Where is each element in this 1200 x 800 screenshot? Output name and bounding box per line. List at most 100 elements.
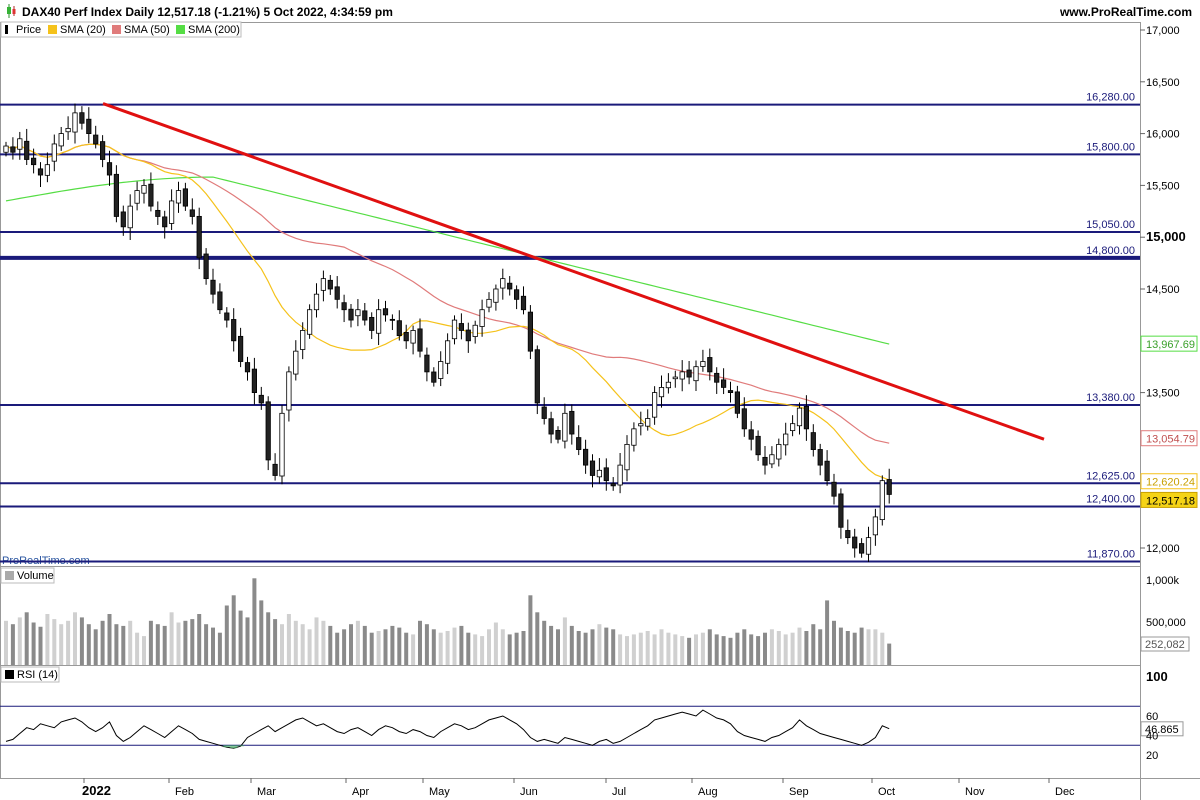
legend-sma20: SMA (20) xyxy=(60,24,106,36)
volume-bar xyxy=(355,620,360,665)
volume-bar xyxy=(749,634,754,665)
candle-body xyxy=(727,390,734,394)
brand-link[interactable]: www.ProRealTime.com xyxy=(1059,5,1192,19)
volume-bar xyxy=(397,627,402,665)
candle-body xyxy=(65,128,71,133)
candle-body xyxy=(155,209,161,217)
candle-body xyxy=(872,516,879,536)
candle-body xyxy=(210,279,216,295)
sma50-value: 13,054.79 xyxy=(1146,434,1195,446)
volume-bar xyxy=(238,610,243,665)
x-tick-label: Dec xyxy=(1055,786,1075,798)
volume-bar xyxy=(190,619,195,665)
candle-body xyxy=(113,173,119,217)
volume-bar xyxy=(866,629,871,665)
candle-body xyxy=(479,309,485,327)
candle-body xyxy=(355,309,361,317)
volume-bar xyxy=(769,629,774,665)
volume-bar xyxy=(797,627,802,665)
volume-bar xyxy=(259,600,264,665)
volume-bar xyxy=(556,629,560,665)
volume-bar xyxy=(507,634,512,665)
volume-bar xyxy=(631,634,636,665)
candle-body xyxy=(265,401,271,461)
candle-body xyxy=(686,369,692,378)
candle-body xyxy=(693,366,699,382)
volume-bar xyxy=(24,612,29,665)
volume-bar xyxy=(873,629,878,665)
candle-body xyxy=(541,406,547,419)
rsi-oversold-fill xyxy=(230,745,238,749)
candles xyxy=(3,103,892,562)
candle-body xyxy=(589,460,596,476)
candle-body xyxy=(879,480,885,521)
volume-bar xyxy=(176,622,181,665)
volume-bar xyxy=(79,617,84,665)
volume-bar xyxy=(700,632,705,665)
candle-body xyxy=(417,328,423,352)
candle-body xyxy=(17,138,23,150)
candle-body xyxy=(465,329,471,342)
volume-bar xyxy=(466,632,471,665)
volume-bar xyxy=(321,620,326,665)
candle-body xyxy=(451,319,458,340)
volume-bar xyxy=(707,629,712,665)
candle-body xyxy=(665,381,672,389)
volume-bar xyxy=(694,634,698,665)
sma20-line xyxy=(5,143,890,481)
volume-bar xyxy=(162,625,167,665)
volume-bar xyxy=(155,624,160,665)
candle-body xyxy=(438,361,444,379)
volume-bar xyxy=(431,629,436,665)
candle-body xyxy=(24,140,30,160)
rsi-last-value: 46.865 xyxy=(1145,724,1179,736)
candle-body xyxy=(562,412,568,442)
downtrend-line xyxy=(102,102,1045,441)
volume-bar xyxy=(549,625,554,665)
volume-bar xyxy=(335,632,340,665)
volume-bar xyxy=(735,632,740,665)
volume-bar xyxy=(673,634,678,665)
rsi-oversold-fill xyxy=(237,745,245,747)
level-label: 15,800.00 xyxy=(1086,141,1135,153)
price-tick-label: 14,500 xyxy=(1146,284,1180,296)
price-tick-label: 15,500 xyxy=(1146,180,1180,192)
volume-tick-label: 500,000 xyxy=(1146,617,1186,629)
candle-body xyxy=(341,302,347,311)
x-tick-label: Oct xyxy=(878,786,895,798)
volume-bar xyxy=(445,631,450,665)
candle-body xyxy=(86,118,92,135)
sma50-line xyxy=(5,143,890,444)
volume-last-badge xyxy=(1140,636,1190,652)
candle-body xyxy=(148,183,154,207)
x-tick-label: Jun xyxy=(520,786,538,798)
candle-body xyxy=(886,479,892,495)
candle-body xyxy=(162,216,168,228)
level-label: 11,870.00 xyxy=(1087,548,1135,560)
candle-body xyxy=(293,350,299,375)
candle-body xyxy=(44,164,51,176)
volume-bar xyxy=(804,631,809,665)
level-label: 16,280.00 xyxy=(1086,92,1135,104)
candle-body xyxy=(645,418,651,427)
volume-bar xyxy=(825,600,830,665)
candle-body xyxy=(300,330,306,350)
candle-body xyxy=(638,423,644,427)
rsi-tick-label: 60 xyxy=(1146,711,1158,723)
moving-averages xyxy=(5,143,890,481)
price-tick-label: 16,000 xyxy=(1146,129,1180,141)
candle-body xyxy=(534,349,540,404)
candle-body xyxy=(37,168,44,176)
volume-bar xyxy=(114,624,119,665)
candle-body xyxy=(313,293,320,311)
volume-bar xyxy=(666,632,671,665)
candle-body xyxy=(3,145,9,153)
trendline[interactable] xyxy=(102,102,1045,441)
x-tick-label: Sep xyxy=(789,786,809,798)
candle-body xyxy=(790,423,796,432)
volume-bar xyxy=(776,631,781,665)
candle-body xyxy=(548,418,554,435)
x-tick-label: Mar xyxy=(257,786,276,798)
candle-body xyxy=(783,433,789,446)
